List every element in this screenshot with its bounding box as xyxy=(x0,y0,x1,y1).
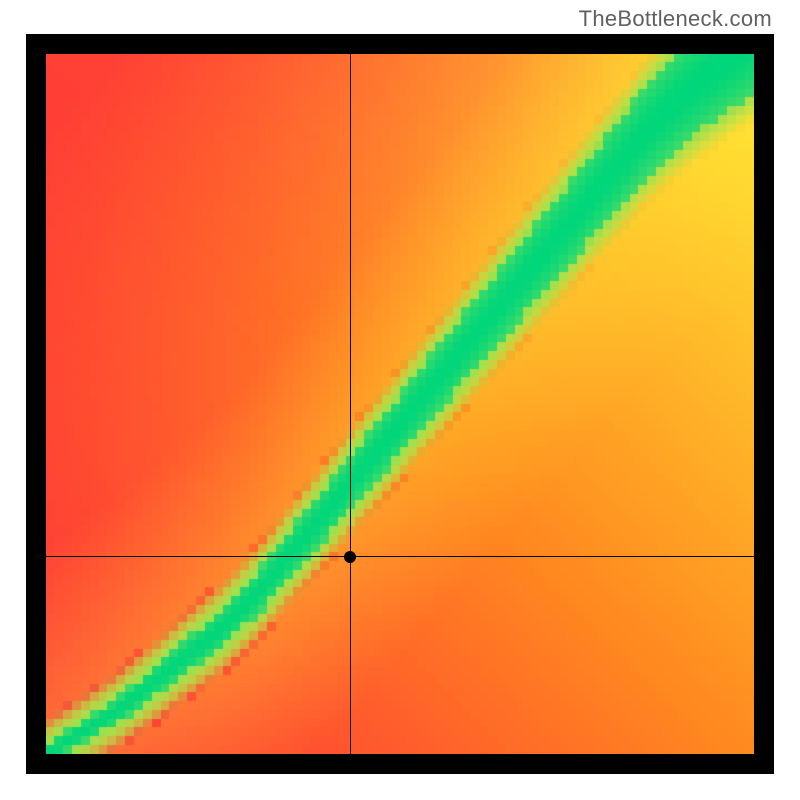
crosshair-horizontal xyxy=(46,556,754,557)
crosshair-point xyxy=(344,551,356,563)
crosshair-vertical xyxy=(350,54,351,754)
bottleneck-heatmap xyxy=(46,54,754,754)
watermark-text: TheBottleneck.com xyxy=(579,6,772,32)
chart-outer-frame xyxy=(26,34,774,774)
chart-container: TheBottleneck.com xyxy=(0,0,800,800)
